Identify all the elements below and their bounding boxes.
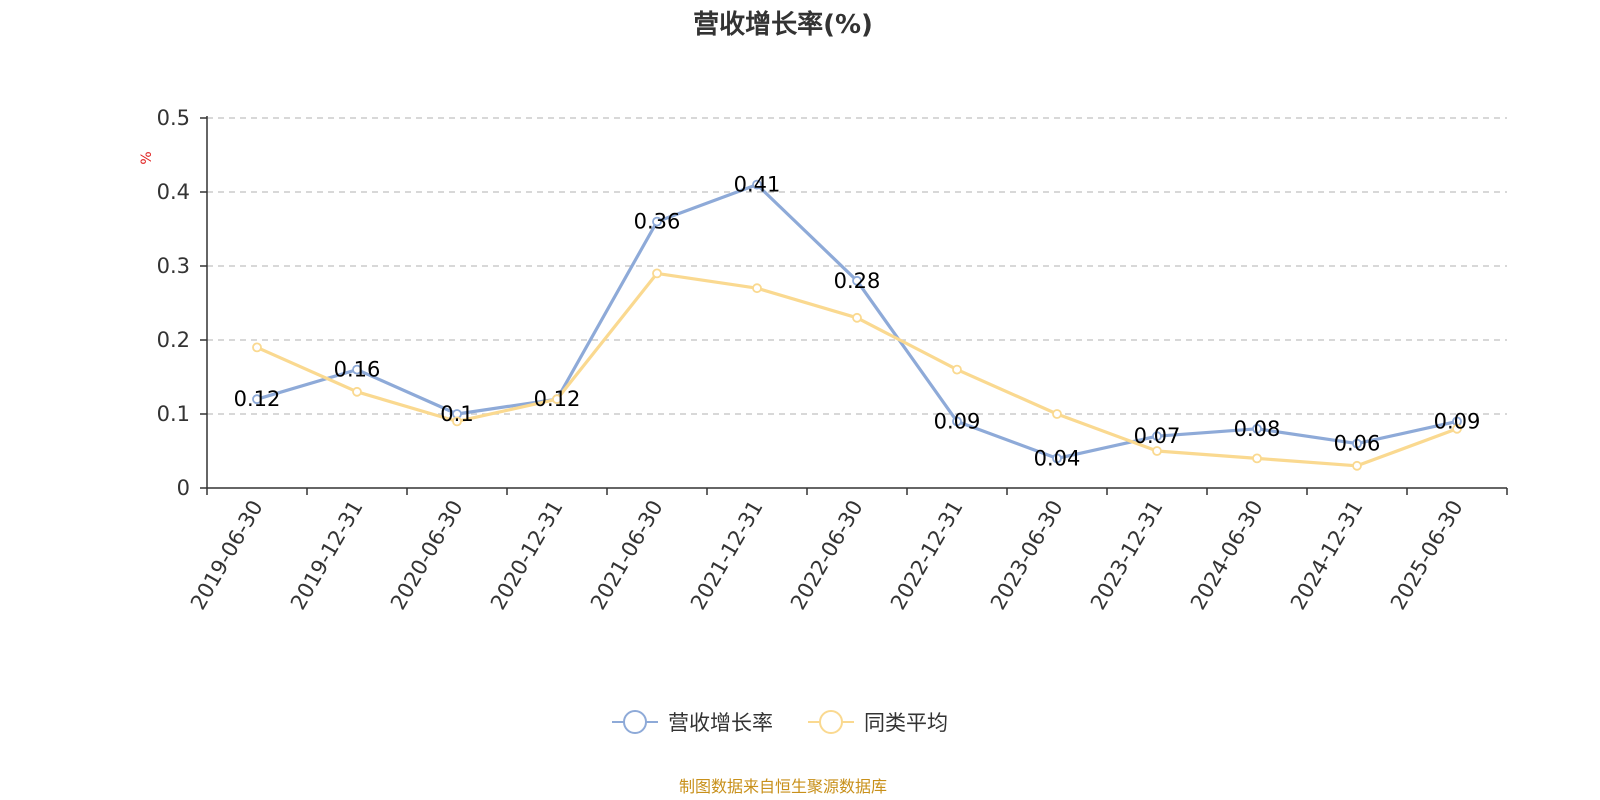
x-tick-label: 2020-12-31: [486, 496, 568, 614]
legend[interactable]: 营收增长率 同类平均: [612, 710, 948, 735]
series-peer-average: [252, 268, 1462, 471]
data-point: [952, 416, 962, 427]
legend-marker: [819, 710, 843, 734]
grid-lines: [207, 117, 1507, 415]
data-point: [1352, 438, 1362, 449]
data-label: 0.08: [1234, 417, 1281, 441]
x-axis-ticks: 2019-06-30 2019-12-31 2020-06-30 2020-12-31…: [186, 488, 1508, 614]
data-label: 0.12: [234, 387, 281, 411]
data-point: [352, 364, 362, 375]
y-axis-unit: %: [139, 151, 155, 164]
y-axis-ticks: 0 0.1 0.2 0.3 0.4 0.5: [157, 106, 207, 500]
data-point: [1452, 423, 1462, 434]
legend-item-revenue-growth[interactable]: 营收增长率: [612, 710, 773, 735]
legend-item-peer-average[interactable]: 同类平均: [808, 710, 948, 735]
data-point: [1052, 453, 1062, 464]
y-tick-label: 0.4: [157, 180, 190, 204]
data-point: [652, 268, 662, 279]
x-tick-label: 2019-06-30: [186, 496, 268, 614]
data-point: [752, 283, 762, 294]
data-label: 0.16: [334, 358, 381, 382]
y-tick-label: 0.3: [157, 254, 190, 278]
chart-title: 营收增长率(%): [693, 9, 873, 40]
data-label: 0.12: [534, 387, 581, 411]
data-point: [1252, 453, 1262, 464]
x-tick-label: 2022-06-30: [786, 496, 868, 614]
data-point: [1252, 423, 1262, 434]
x-tick-label: 2022-12-31: [886, 496, 968, 614]
data-point: [752, 179, 762, 190]
series-layer: [252, 179, 1462, 471]
legend-label: 同类平均: [864, 711, 948, 735]
source-note: 制图数据来自恒生聚源数据库: [679, 777, 887, 796]
data-label: 0.1: [440, 402, 473, 426]
data-point: [452, 416, 462, 427]
x-tick-label: 2023-12-31: [1086, 496, 1168, 614]
y-tick-label: 0.5: [157, 106, 190, 130]
x-tick-label: 2023-06-30: [986, 496, 1068, 614]
y-tick-label: 0.2: [157, 328, 190, 352]
data-point: [1152, 446, 1162, 456]
x-tick-label: 2019-12-31: [286, 496, 368, 614]
data-point: [352, 386, 362, 397]
data-point: [552, 394, 562, 405]
data-point: [852, 275, 862, 286]
data-label: 0.41: [734, 173, 781, 197]
data-label: 0.36: [634, 210, 681, 234]
data-label: 0.07: [1134, 424, 1181, 448]
y-tick-label: 0.1: [157, 402, 190, 426]
data-point: [252, 394, 262, 405]
data-labels: 0.12 0.16 0.1 0.12 0.36 0.41 0.28 0.09 0.04 0.07 0…: [234, 173, 1481, 471]
data-point: [1352, 460, 1362, 471]
x-tick-label: 2024-06-30: [1186, 496, 1268, 614]
data-label: 0.04: [1034, 446, 1081, 470]
data-point: [1152, 431, 1162, 442]
x-tick-label: 2021-06-30: [586, 496, 668, 614]
x-tick-label: 2025-06-30: [1386, 496, 1468, 614]
data-label: 0.06: [1334, 432, 1381, 456]
data-point: [1052, 409, 1062, 419]
data-point: [652, 216, 662, 227]
legend-marker: [623, 710, 647, 734]
data-label: 0.28: [834, 269, 881, 293]
data-point: [952, 364, 962, 375]
data-point: [852, 312, 862, 323]
x-tick-label: 2021-12-31: [686, 496, 768, 614]
x-tick-label: 2020-06-30: [386, 496, 468, 614]
x-tick-label: 2024-12-31: [1286, 496, 1368, 614]
y-tick-label: 0: [177, 476, 190, 500]
legend-label: 营收增长率: [668, 711, 773, 735]
data-label: 0.09: [934, 409, 981, 433]
data-point: [252, 342, 262, 353]
axes: [206, 116, 1507, 489]
data-label: 0.09: [1434, 409, 1481, 433]
